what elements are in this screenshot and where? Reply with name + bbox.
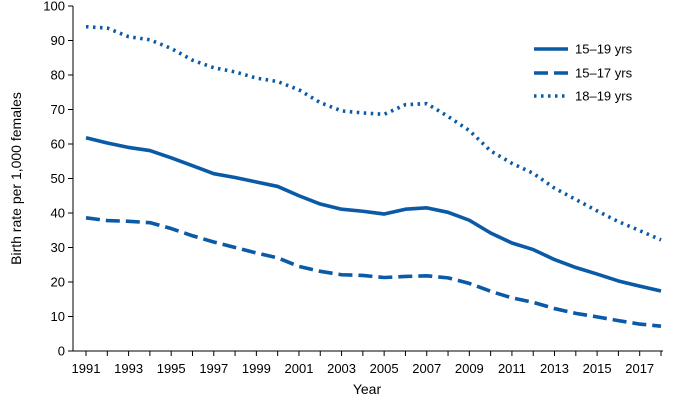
series-line-3 bbox=[85, 24, 662, 242]
legend-label-2: 15–17 yrs bbox=[575, 66, 633, 81]
x-tick-label: 1993 bbox=[114, 361, 143, 376]
x-tick-label: 2017 bbox=[625, 361, 654, 376]
y-axis-title: Birth rate per 1,000 females bbox=[8, 92, 24, 265]
y-tick-label: 30 bbox=[51, 240, 65, 255]
x-tick-label: 1995 bbox=[157, 361, 186, 376]
y-tick-label: 40 bbox=[51, 206, 65, 221]
x-tick-label: 1999 bbox=[242, 361, 271, 376]
x-tick-label: 2009 bbox=[455, 361, 484, 376]
x-tick-label: 2001 bbox=[285, 361, 314, 376]
series-line-1 bbox=[85, 136, 662, 293]
y-tick-label: 60 bbox=[51, 137, 65, 152]
series-layer bbox=[85, 24, 662, 328]
x-tick-label: 1991 bbox=[72, 361, 101, 376]
x-tick-label: 2013 bbox=[540, 361, 569, 376]
y-tick-label: 90 bbox=[51, 33, 65, 48]
x-tick-label: 2015 bbox=[583, 361, 612, 376]
axes: 0 10 20 30 40 50 60 70 80 90 100 1991 1993 1995 1997 19… bbox=[43, 0, 663, 376]
y-tick-label: 70 bbox=[51, 102, 65, 117]
x-tick-label: 2003 bbox=[327, 361, 356, 376]
y-tick-label: 20 bbox=[51, 275, 65, 290]
series-line-2 bbox=[85, 216, 662, 328]
y-tick-label: 0 bbox=[58, 344, 65, 359]
y-tick-label: 50 bbox=[51, 171, 65, 186]
x-axis-title: Year bbox=[353, 381, 382, 397]
legend-label-3: 18–19 yrs bbox=[575, 89, 633, 104]
y-tick-label: 100 bbox=[43, 0, 65, 14]
x-tick-label: 1997 bbox=[199, 361, 228, 376]
legend: 15–19 yrs 15–17 yrs 18–19 yrs bbox=[534, 42, 633, 104]
x-tick-label: 2011 bbox=[498, 361, 526, 376]
legend-label-1: 15–19 yrs bbox=[575, 42, 633, 57]
x-tick-label: 2007 bbox=[412, 361, 441, 376]
y-tick-label: 80 bbox=[51, 68, 65, 83]
x-tick-label: 2005 bbox=[370, 361, 399, 376]
y-tick-label: 10 bbox=[51, 309, 65, 324]
